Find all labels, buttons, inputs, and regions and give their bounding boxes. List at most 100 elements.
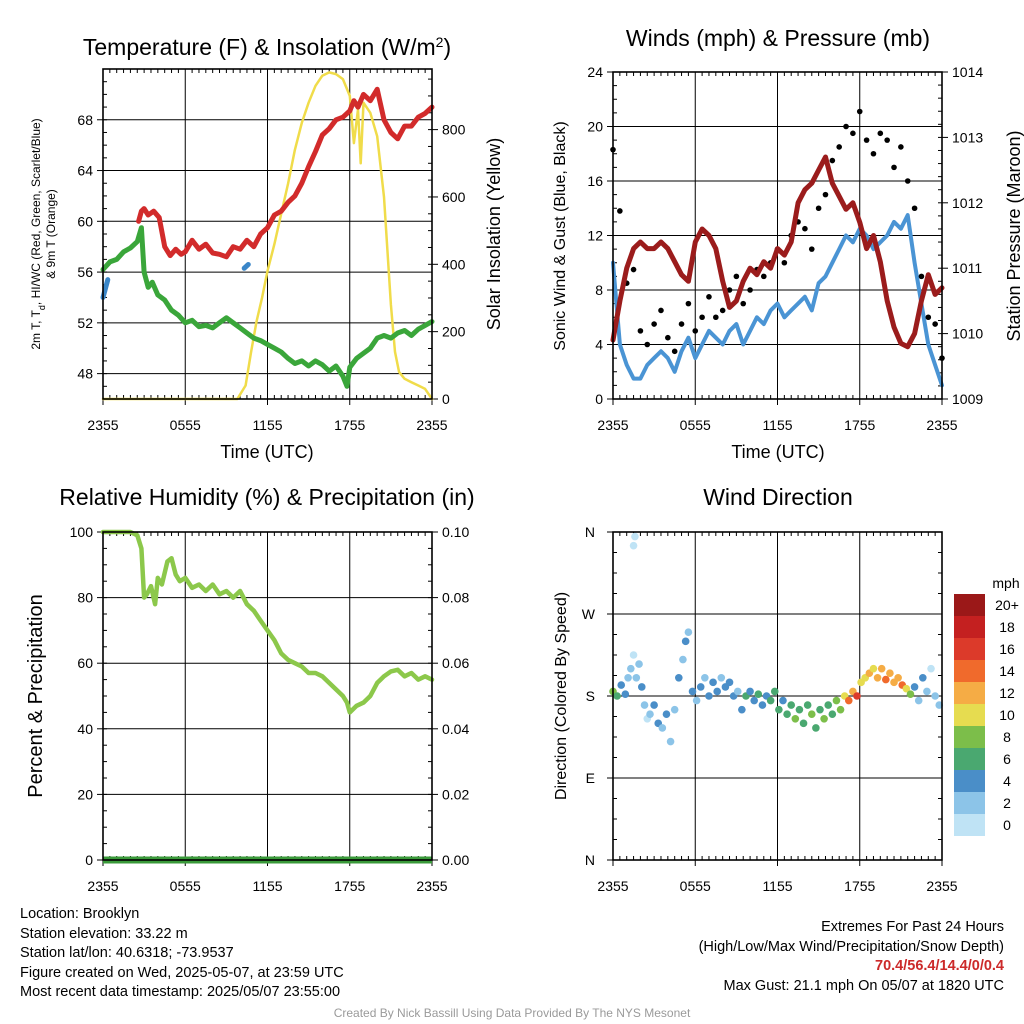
location-text: Location: Brooklyn (20, 906, 140, 922)
chart-title-winds: Winds (mph) & Pressure (mb) (626, 25, 930, 51)
gust-point (822, 191, 829, 198)
y2-axis-label: Solar Insolation (Yellow) (484, 138, 504, 330)
chart-title-temperature: Temperature (F) & Insolation (W/m2) (83, 34, 451, 60)
wind-direction-point (684, 628, 693, 637)
wind-direction-point (635, 660, 643, 668)
wind-direction-point (914, 696, 923, 705)
wind-direction-point (681, 637, 690, 646)
wind-direction-point (832, 696, 841, 705)
wind-direction-point (629, 541, 638, 550)
x-tick-label: 0555 (170, 878, 201, 894)
wind-direction-point (869, 664, 878, 673)
wind-direction-point (624, 673, 632, 682)
wind-direction-point (692, 696, 701, 705)
wind-direction-point (783, 710, 791, 719)
wind-direction-point (927, 664, 935, 673)
wind-direction-point (824, 701, 833, 709)
wind-direction-point (709, 678, 717, 687)
x-axis-label: Time (UTC) (731, 442, 824, 462)
gust-point (925, 314, 932, 321)
gust-point (617, 208, 623, 214)
gust-point (815, 205, 822, 212)
wind-direction-point (766, 696, 775, 705)
y-tick-label: 0 (595, 391, 603, 407)
x-tick-label: 1755 (334, 878, 365, 894)
wind-direction-point (779, 696, 787, 705)
plot-frame (102, 68, 433, 400)
y2-tick-label: 0.02 (442, 786, 469, 802)
gust-point (706, 294, 712, 300)
x-tick-label: 2355 (597, 878, 628, 894)
wind-direction-point (758, 701, 767, 709)
y-label-rest: , HI/WC (Red, Green, Scarlet/Blue) (29, 118, 43, 305)
y2-tick-label: 800 (442, 122, 466, 138)
gust-point (637, 328, 644, 334)
series-line-heat-index-2 (241, 261, 251, 271)
wind-direction-point (787, 701, 796, 709)
gust-point (911, 205, 918, 212)
gust-point (850, 130, 856, 137)
legend-swatch (954, 704, 985, 726)
series-line-pressure (610, 154, 945, 350)
x-tick-label: 0555 (680, 878, 711, 894)
gust-point (747, 287, 753, 293)
y-tick-label: 68 (77, 112, 93, 128)
wind-direction-point (621, 690, 630, 698)
wind-direction-point (902, 684, 911, 693)
legend-swatch (954, 726, 985, 748)
gust-point (891, 164, 897, 171)
wind-direction-point (637, 683, 646, 691)
series-line-temperature (136, 86, 435, 260)
series-line-relative-humidity (100, 529, 435, 715)
recent-text: Most recent data timestamp: 2025/05/07 2… (20, 984, 341, 1000)
wind-direction-point (738, 705, 746, 714)
legend-swatch (954, 814, 985, 836)
wind-direction-point (812, 724, 820, 732)
legend-label: 12 (999, 685, 1015, 701)
wind-direction-point (631, 532, 639, 541)
wind-direction-point (629, 651, 638, 659)
x-tick-label: 2355 (926, 878, 957, 894)
y-tick-label: S (586, 688, 595, 704)
wind-direction-point (906, 690, 915, 698)
legend-swatch (954, 638, 985, 660)
wind-direction-point (733, 687, 742, 696)
legend-label: 14 (999, 663, 1015, 679)
y2-tick-label: 400 (442, 256, 466, 272)
gust-point (726, 287, 733, 293)
wind-direction-point (820, 714, 828, 723)
wind-direction-point (886, 669, 894, 678)
wind-direction-point (688, 687, 697, 696)
x-tick-label: 1155 (762, 417, 792, 433)
gust-point (836, 144, 842, 150)
wind-direction-point (853, 692, 861, 700)
wind-direction-point (613, 692, 621, 700)
x-tick-label: 2355 (87, 878, 118, 894)
x-tick-label: 0555 (680, 417, 711, 433)
gust-point (644, 341, 651, 348)
chart-title-wind-direction: Wind Direction (703, 484, 853, 510)
legend-label: 8 (1003, 729, 1011, 745)
y-tick-label: E (586, 770, 595, 786)
wind-direction-point (627, 664, 635, 673)
y-tick-label: 24 (587, 64, 603, 80)
latlon-text: Station lat/lon: 40.6318; -73.9537 (20, 945, 234, 961)
gust-point (802, 225, 808, 232)
y2-tick-label: 200 (442, 324, 466, 340)
gust-point (898, 144, 904, 150)
y2-tick-label: 1012 (952, 195, 983, 211)
extremes-subtitle: (High/Low/Max Wind/Precipitation/Snow De… (698, 938, 1004, 955)
extremes-title: Extremes For Past 24 Hours (821, 919, 1004, 935)
chart-title-humidity: Relative Humidity (%) & Precipitation (i… (59, 484, 474, 510)
legend-swatch (954, 660, 985, 682)
wind-direction-point (675, 673, 683, 682)
y2-tick-label: 0.06 (442, 655, 469, 671)
wind-direction-point (696, 683, 705, 691)
y-tick-label: 4 (595, 337, 603, 353)
created-text: Figure created on Wed, 2025-05-07, at 23… (20, 964, 344, 981)
y2-tick-label: 0 (442, 391, 450, 407)
x-tick-label: 1155 (252, 878, 282, 894)
legend-swatch (954, 792, 985, 814)
wind-direction-point (910, 683, 919, 691)
